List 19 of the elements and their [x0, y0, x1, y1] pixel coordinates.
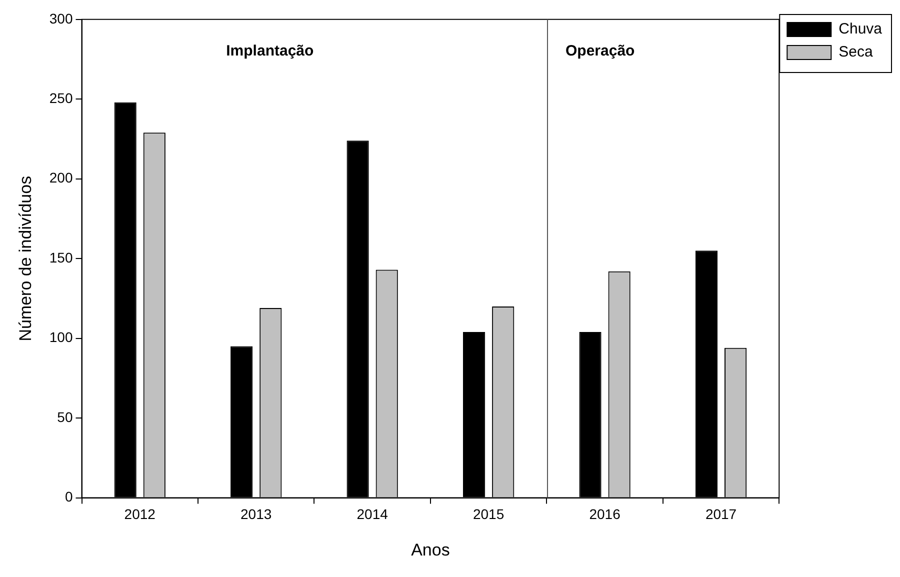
y-axis-title: Número de indivíduos [16, 176, 35, 342]
legend-label: Chuva [838, 20, 883, 38]
x-tick-label: 2017 [705, 506, 737, 522]
y-tick-label: 150 [49, 249, 73, 266]
y-tick-label: 50 [57, 408, 73, 425]
x-axis-title: Anos [411, 540, 450, 560]
y-tick-label: 100 [49, 329, 73, 346]
x-tick-label: 2014 [356, 506, 388, 522]
x-tick-label: 2016 [589, 506, 621, 522]
y-tick-label: 250 [49, 90, 73, 106]
y-tick-label: 0 [64, 488, 73, 505]
annotation: Implantação [226, 42, 314, 60]
y-tick-label: 200 [49, 170, 73, 186]
y-tick-label: 300 [49, 10, 73, 26]
annotation: Operação [566, 42, 635, 60]
x-tick-label: 2013 [240, 506, 272, 522]
legend-label: Seca [838, 44, 874, 61]
x-tick-label: 2015 [472, 506, 504, 522]
x-tick-label: 2012 [124, 506, 156, 522]
